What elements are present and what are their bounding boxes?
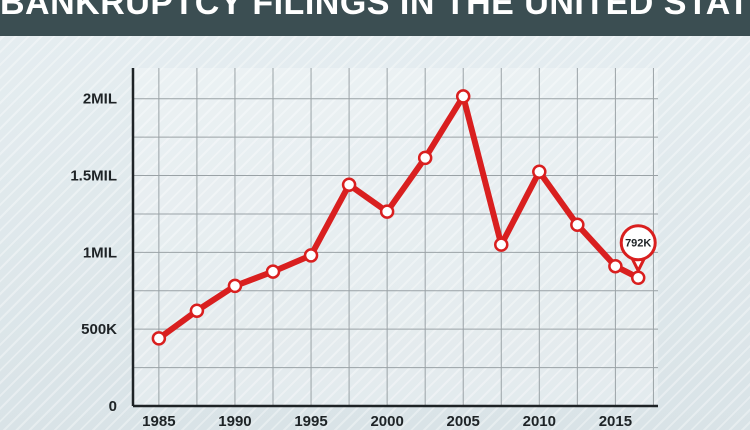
y-tick-label: 500K [81, 321, 117, 338]
data-point [227, 278, 243, 294]
data-point [417, 150, 433, 166]
chart-title: BANKRUPTCY FILINGS IN THE UNITED STATES … [0, 0, 750, 22]
data-point [494, 237, 509, 252]
data-point [455, 89, 471, 104]
title-bar: BANKRUPTCY FILINGS IN THE UNITED STATES … [0, 0, 750, 36]
y-tick-label: 2MIL [83, 91, 117, 108]
y-tick-label: 0 [109, 398, 117, 415]
x-tick-label: 2000 [370, 413, 403, 430]
x-tick-label: 2010 [523, 413, 556, 430]
plot-area [133, 68, 658, 406]
data-point [341, 177, 357, 193]
data-point [379, 204, 395, 219]
x-tick-label: 2015 [599, 413, 632, 430]
x-tick-label: 1985 [142, 413, 175, 430]
data-point [265, 264, 281, 279]
x-tick-label: 2005 [447, 413, 480, 430]
data-point [608, 258, 623, 274]
data-point [189, 303, 205, 318]
callout-label: 792K [625, 238, 651, 250]
x-tick-label: 1995 [294, 413, 327, 430]
y-tick-label: 1MIL [83, 244, 117, 261]
x-tick-label: 1990 [218, 413, 251, 430]
y-tick-label: 1.5MIL [70, 168, 117, 185]
data-point [151, 331, 167, 346]
data-point [532, 164, 547, 179]
data-point [303, 248, 319, 263]
data-point [630, 270, 646, 285]
data-point [570, 217, 585, 232]
callout-bubble [619, 224, 657, 262]
